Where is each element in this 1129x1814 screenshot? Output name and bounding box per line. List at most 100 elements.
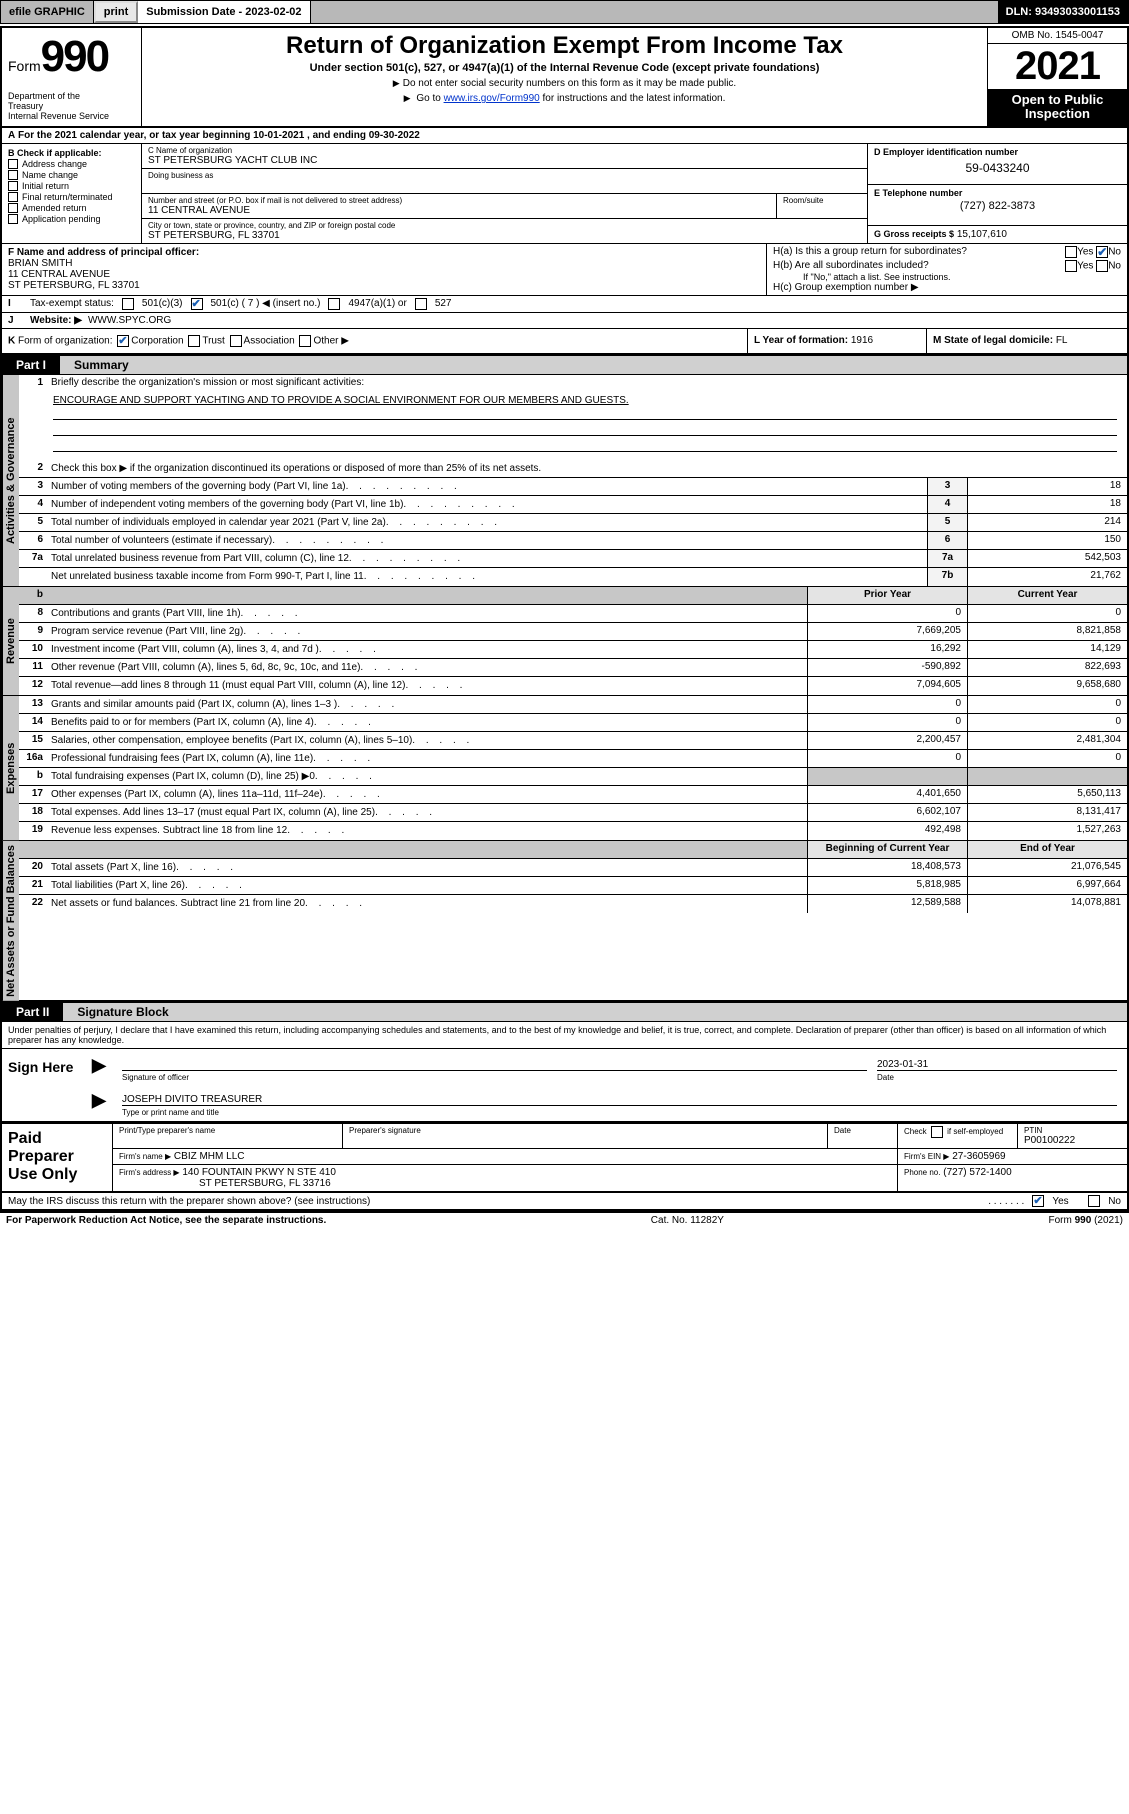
- section-net-assets: Net Assets or Fund Balances Beginning of…: [2, 841, 1127, 1003]
- m-value: FL: [1056, 335, 1068, 346]
- form-prefix: Form: [8, 58, 41, 74]
- ha-yes[interactable]: [1065, 246, 1077, 258]
- chk-app-pending[interactable]: Application pending: [8, 214, 135, 224]
- gov-line-7b: Net unrelated business taxable income fr…: [19, 568, 1127, 586]
- chk-other[interactable]: [299, 335, 311, 347]
- firm-phone-lbl: Phone no.: [904, 1168, 940, 1177]
- net-header-row: Beginning of Current Year End of Year: [19, 841, 1127, 859]
- ein-value: 59-0433240: [874, 161, 1121, 175]
- gov-line-6: 6 Total number of volunteers (estimate i…: [19, 532, 1127, 550]
- block-bcdeg: B Check if applicable: Address change Na…: [2, 144, 1127, 244]
- tax-year: 2021: [988, 44, 1127, 89]
- prep-selfemp: Check if self-employed: [904, 1126, 1011, 1138]
- hb-note: If "No," attach a list. See instructions…: [773, 272, 1121, 282]
- header-left: Form990 Department of theTreasuryInterna…: [2, 28, 142, 126]
- form-number: 990: [41, 32, 108, 81]
- j-label: Website: ▶: [30, 315, 82, 326]
- part-ii-title: Signature Block: [63, 1003, 182, 1021]
- ptin-value: P00100222: [1024, 1135, 1121, 1146]
- tab-expenses: Expenses: [2, 696, 19, 840]
- firm-addr-lbl: Firm's address ▶: [119, 1168, 180, 1177]
- line-15: 15 Salaries, other compensation, employe…: [19, 732, 1127, 750]
- prep-name-hdr: Print/Type preparer's name: [119, 1126, 336, 1135]
- chk-corp[interactable]: [117, 335, 129, 347]
- form-subtitle: Under section 501(c), 527, or 4947(a)(1)…: [152, 62, 977, 74]
- officer-label: F Name and address of principal officer:: [8, 247, 199, 258]
- hb-label: H(b) Are all subordinates included?: [773, 260, 1065, 271]
- part-ii-bar: Part II Signature Block: [2, 1002, 1127, 1022]
- hb-no[interactable]: [1096, 260, 1108, 272]
- ha-no[interactable]: [1096, 246, 1108, 258]
- line-12: 12 Total revenue—add lines 8 through 11 …: [19, 677, 1127, 695]
- website-value: WWW.SPYC.ORG: [88, 315, 171, 326]
- prep-date-hdr: Date: [834, 1126, 891, 1135]
- tab-governance: Activities & Governance: [2, 375, 19, 586]
- line-11: 11 Other revenue (Part VIII, column (A),…: [19, 659, 1127, 677]
- gov-line-7a: 7a Total unrelated business revenue from…: [19, 550, 1127, 568]
- col-deg: D Employer identification number 59-0433…: [867, 144, 1127, 243]
- form-header: Form990 Department of theTreasuryInterna…: [2, 28, 1127, 128]
- note-link-pre: Go to: [416, 93, 443, 104]
- header-mid: Return of Organization Exempt From Incom…: [142, 28, 987, 126]
- officer-name: BRIAN SMITH: [8, 258, 760, 269]
- chk-selfemp[interactable]: [931, 1126, 943, 1138]
- row-a-period: A For the 2021 calendar year, or tax yea…: [2, 128, 1127, 144]
- m-label: M State of legal domicile:: [933, 335, 1053, 346]
- chk-501c3[interactable]: [122, 298, 134, 310]
- officer-addr1: 11 CENTRAL AVENUE: [8, 269, 760, 280]
- discuss-no[interactable]: [1088, 1195, 1100, 1207]
- chk-amended[interactable]: Amended return: [8, 203, 135, 213]
- note-link: Go to www.irs.gov/Form990 for instructio…: [152, 93, 977, 104]
- irs-link[interactable]: www.irs.gov/Form990: [444, 93, 540, 104]
- city-value: ST PETERSBURG, FL 33701: [148, 230, 861, 241]
- firm-city: ST PETERSBURG, FL 33716: [119, 1178, 891, 1189]
- printed-name-label: Type or print name and title: [122, 1108, 1117, 1117]
- line-19: 19 Revenue less expenses. Subtract line …: [19, 822, 1127, 840]
- tab-revenue: Revenue: [2, 587, 19, 695]
- k-lead: K: [8, 335, 15, 346]
- l-label: L Year of formation:: [754, 335, 848, 346]
- street-label: Number and street (or P.O. box if mail i…: [148, 196, 770, 205]
- chk-trust[interactable]: [188, 335, 200, 347]
- signature-block: Under penalties of perjury, I declare th…: [2, 1022, 1127, 1124]
- print-button[interactable]: print: [94, 1, 138, 23]
- line-9: 9 Program service revenue (Part VIII, li…: [19, 623, 1127, 641]
- line-16a: 16a Professional fundraising fees (Part …: [19, 750, 1127, 768]
- chk-527[interactable]: [415, 298, 427, 310]
- part-i-bar: Part I Summary: [2, 355, 1127, 375]
- chk-501c[interactable]: [191, 298, 203, 310]
- chk-address-change[interactable]: Address change: [8, 159, 135, 169]
- open-inspection: Open to Public Inspection: [988, 89, 1127, 126]
- toolbar-spacer: [311, 1, 998, 23]
- submission-date: Submission Date - 2023-02-02: [138, 1, 310, 23]
- col-c-org: C Name of organization ST PETERSBURG YAC…: [142, 144, 867, 243]
- top-toolbar: efile GRAPHIC print Submission Date - 20…: [0, 0, 1129, 24]
- mission-label: Briefly describe the organization's miss…: [51, 377, 364, 388]
- header-right: OMB No. 1545-0047 2021 Open to Public In…: [987, 28, 1127, 126]
- row-i-status: I Tax-exempt status: 501(c)(3) 501(c) ( …: [2, 296, 1127, 313]
- firm-name: CBIZ MHM LLC: [174, 1151, 245, 1162]
- section-expenses: Expenses 13 Grants and similar amounts p…: [2, 696, 1127, 841]
- k-label: Form of organization:: [18, 335, 113, 346]
- chk-name-change[interactable]: Name change: [8, 170, 135, 180]
- discuss-yes[interactable]: [1032, 1195, 1044, 1207]
- chk-final-return[interactable]: Final return/terminated: [8, 192, 135, 202]
- firm-ein-lbl: Firm's EIN ▶: [904, 1152, 949, 1161]
- department-label: Department of theTreasuryInternal Revenu…: [8, 92, 135, 122]
- part-ii-tag: Part II: [2, 1003, 63, 1021]
- omb-number: OMB No. 1545-0047: [988, 28, 1127, 44]
- note-link-post: for instructions and the latest informat…: [540, 93, 726, 104]
- line2-text: Check this box ▶ if the organization dis…: [51, 463, 541, 474]
- city-label: City or town, state or province, country…: [148, 221, 861, 230]
- hb-yes[interactable]: [1065, 260, 1077, 272]
- section-revenue: Revenue b Prior Year Current Year 8 Cont…: [2, 587, 1127, 696]
- ptin-hdr: PTIN: [1024, 1126, 1121, 1135]
- row-j-website: J Website: ▶ WWW.SPYC.ORG: [2, 313, 1127, 329]
- chk-assoc[interactable]: [230, 335, 242, 347]
- chk-4947[interactable]: [328, 298, 340, 310]
- dln-label: DLN: 93493033001153: [998, 1, 1128, 23]
- form-990: Form990 Department of theTreasuryInterna…: [0, 26, 1129, 1213]
- chk-initial-return[interactable]: Initial return: [8, 181, 135, 191]
- gross-label: G Gross receipts $: [874, 229, 954, 239]
- firm-ein: 27-3605969: [952, 1151, 1005, 1162]
